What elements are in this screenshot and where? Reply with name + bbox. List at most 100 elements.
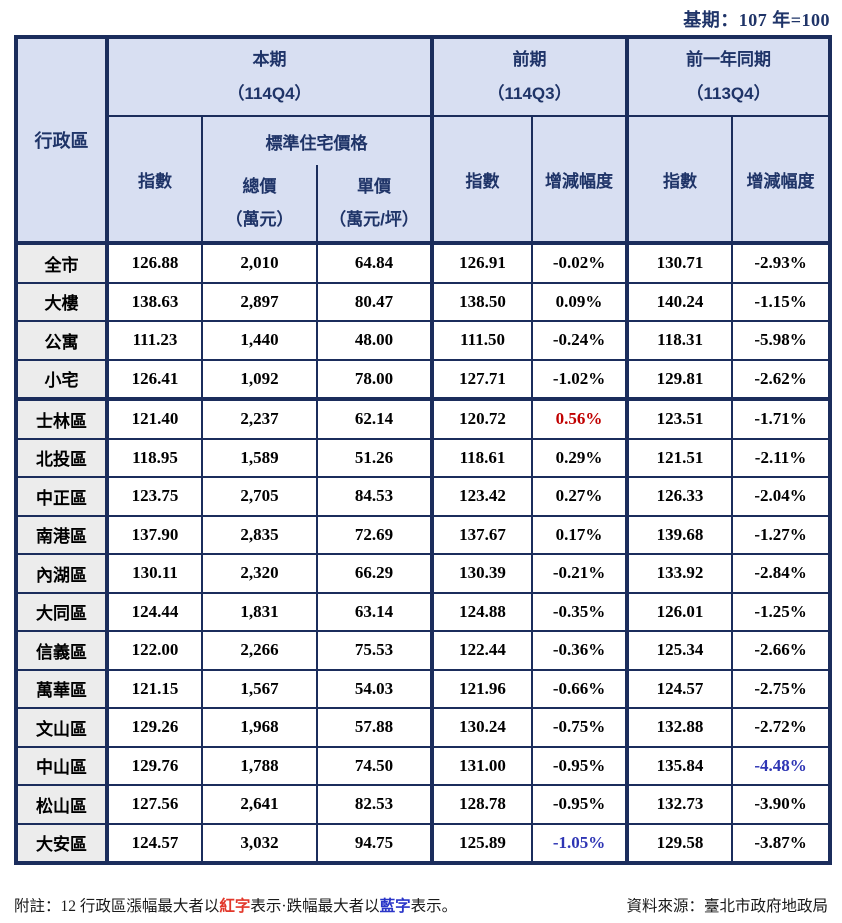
- value-cell: 2,705: [201, 476, 318, 517]
- value-cell: 127.56: [106, 784, 203, 825]
- value-cell: -0.75%: [531, 707, 629, 748]
- value-cell: 129.76: [106, 745, 203, 786]
- footnote-highlight: 紅字: [219, 898, 251, 915]
- value-cell: -1.02%: [531, 358, 629, 400]
- col-header-index-year-ago: 指數: [625, 115, 734, 244]
- value-cell: 0.29%: [531, 437, 629, 478]
- table-body: 全市 126.88 2,010 64.84 126.91 -0.02% 130.71 -2.9…: [15, 241, 832, 864]
- value-cell: 127.71: [430, 358, 534, 400]
- value-cell: 78.00: [315, 358, 434, 400]
- value-cell: 125.34: [625, 630, 734, 671]
- value-cell: 126.41: [106, 358, 203, 400]
- value-cell: 124.44: [106, 591, 203, 632]
- footnote-segment: 表示·跌幅最大者以: [250, 898, 380, 915]
- value-cell: 126.33: [625, 476, 734, 517]
- table-row: 內湖區 130.11 2,320 66.29 130.39 -0.21% 133.92 -2.…: [15, 553, 832, 594]
- value-cell: 1,589: [201, 437, 318, 478]
- table-row: 萬華區 121.15 1,567 54.03 121.96 -0.66% 124.57 -2.…: [15, 668, 832, 709]
- value-cell: 126.91: [430, 241, 534, 284]
- value-cell: 123.42: [430, 476, 534, 517]
- col-header-change-year-ago: 增減幅度: [731, 115, 832, 244]
- region-cell: 北投區: [15, 437, 109, 478]
- value-cell: 75.53: [315, 630, 434, 671]
- value-cell: -0.66%: [531, 668, 629, 709]
- value-cell: 140.24: [625, 281, 734, 322]
- value-cell: -2.75%: [731, 668, 832, 709]
- value-cell: 130.39: [430, 553, 534, 594]
- col-header-index-previous: 指數: [430, 115, 534, 244]
- value-cell: -2.62%: [731, 358, 832, 400]
- col-header-total-price-unit: （萬元）: [225, 210, 294, 229]
- table-header: 行政區 本期 （114Q4） 前期 （114Q3） 前一年同期 （113Q4） …: [15, 36, 832, 244]
- value-cell: -2.66%: [731, 630, 832, 671]
- value-cell: 118.31: [625, 320, 734, 361]
- value-cell: 131.00: [430, 745, 534, 786]
- value-cell: -5.98%: [731, 320, 832, 361]
- region-cell: 松山區: [15, 784, 109, 825]
- value-cell: -1.25%: [731, 591, 832, 632]
- value-cell: -0.24%: [531, 320, 629, 361]
- value-cell: 48.00: [315, 320, 434, 361]
- value-cell: 0.17%: [531, 514, 629, 555]
- value-cell: 130.24: [430, 707, 534, 748]
- value-cell: -2.04%: [731, 476, 832, 517]
- value-cell: 111.50: [430, 320, 534, 361]
- table-row: 松山區 127.56 2,641 82.53 128.78 -0.95% 132.73 -3.…: [15, 784, 832, 825]
- value-cell: 111.23: [106, 320, 203, 361]
- value-cell: 123.51: [625, 397, 734, 440]
- value-cell: 129.58: [625, 822, 734, 864]
- region-cell: 大同區: [15, 591, 109, 632]
- group-title: 本期: [252, 50, 287, 69]
- value-cell: 2,835: [201, 514, 318, 555]
- value-cell: 137.67: [430, 514, 534, 555]
- value-cell: 122.44: [430, 630, 534, 671]
- footnote-segment: 表示。: [410, 898, 458, 915]
- col-header-change-previous: 增減幅度: [531, 115, 629, 244]
- region-cell: 全市: [15, 241, 109, 284]
- value-cell: 1,567: [201, 668, 318, 709]
- value-cell: 1,968: [201, 707, 318, 748]
- table-row: 文山區 129.26 1,968 57.88 130.24 -0.75% 132.88 -2.…: [15, 707, 832, 748]
- region-column-header: 行政區: [15, 36, 109, 244]
- table-row: 士林區 121.40 2,237 62.14 120.72 0.56% 123.51 -1.7…: [15, 397, 832, 440]
- value-cell: 124.57: [106, 822, 203, 864]
- table-row: 大樓 138.63 2,897 80.47 138.50 0.09% 140.24 -1.15…: [15, 281, 832, 322]
- base-period-label: 基期：107 年=100: [683, 10, 830, 30]
- region-cell: 南港區: [15, 514, 109, 555]
- group-subtitle: （113Q4）: [686, 84, 771, 103]
- value-cell: 125.89: [430, 822, 534, 864]
- footnote-segment: 附註：12 行政區漲幅最大者以: [14, 898, 220, 915]
- header-row-sub: 指數 標準住宅價格 指數 增減幅度 指數 增減幅度: [16, 115, 832, 244]
- value-cell: 3,032: [201, 822, 318, 864]
- value-cell: 129.81: [625, 358, 734, 400]
- col-header-unit-price-label: 單價: [357, 177, 392, 196]
- value-cell: -0.02%: [531, 241, 629, 284]
- region-cell: 信義區: [15, 630, 109, 671]
- value-cell: 0.56%: [531, 397, 629, 440]
- value-cell: 62.14: [315, 397, 434, 440]
- value-cell: 124.88: [430, 591, 534, 632]
- value-cell: 54.03: [315, 668, 434, 709]
- footnote: 附註：12 行政區漲幅最大者以紅字表示·跌幅最大者以藍字表示。 資料來源：臺北市…: [14, 894, 828, 916]
- value-cell: 72.69: [315, 514, 434, 555]
- value-cell: 2,010: [201, 241, 318, 284]
- region-cell: 中山區: [15, 745, 109, 786]
- value-cell: 80.47: [315, 281, 434, 322]
- region-cell: 萬華區: [15, 668, 109, 709]
- value-cell: 94.75: [315, 822, 434, 864]
- value-cell: 132.73: [625, 784, 734, 825]
- table-row: 中山區 129.76 1,788 74.50 131.00 -0.95% 135.84 -4.…: [15, 745, 832, 786]
- value-cell: 1,092: [201, 358, 318, 400]
- value-cell: 133.92: [625, 553, 734, 594]
- value-cell: -4.48%: [731, 745, 832, 786]
- value-cell: 120.72: [430, 397, 534, 440]
- value-cell: -1.27%: [731, 514, 832, 555]
- value-cell: 1,788: [201, 745, 318, 786]
- value-cell: 0.27%: [531, 476, 629, 517]
- group-title: 前一年同期: [686, 50, 772, 69]
- value-cell: 137.90: [106, 514, 203, 555]
- col-header-unit-price: 單價 （萬元/坪）: [315, 165, 434, 244]
- value-cell: 118.61: [430, 437, 534, 478]
- region-cell: 文山區: [15, 707, 109, 748]
- value-cell: 123.75: [106, 476, 203, 517]
